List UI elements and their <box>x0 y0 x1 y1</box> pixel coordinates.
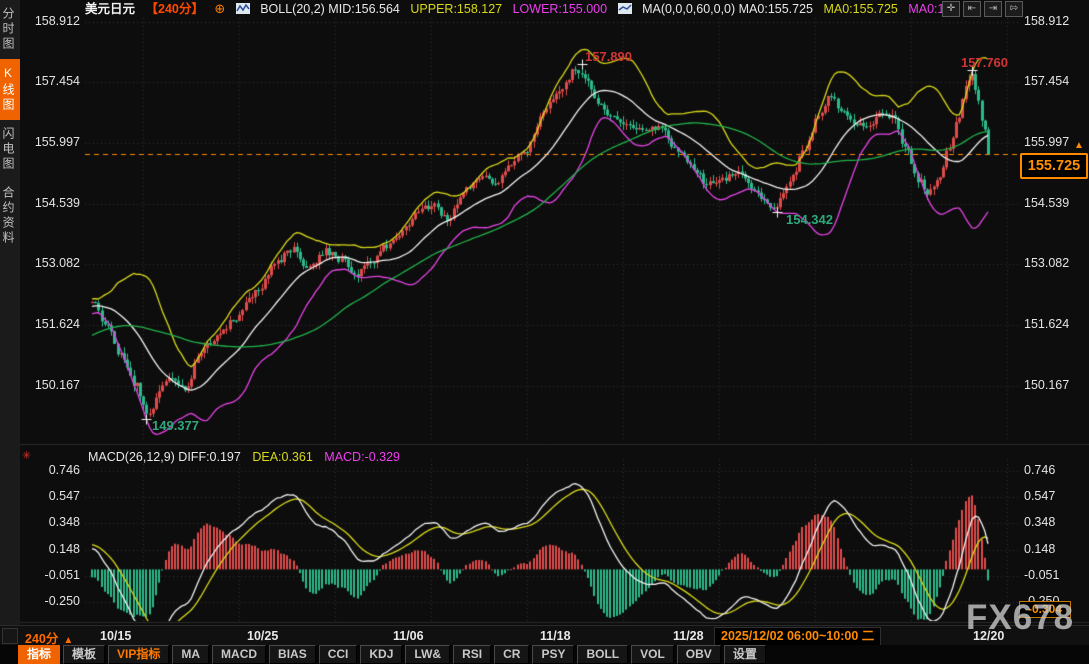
date-label: 11/28 <box>673 629 704 643</box>
ma-values: MA(0,0,0,60,0,0) MA0:155.725 <box>642 2 813 16</box>
time-axis-bar: 240分 ▲ 2025/12/02 06:00~10:00 二 10/15 10/2… <box>0 625 1089 646</box>
macd-axis-label-left: 0.148 <box>48 541 80 556</box>
toolbar-button-macd[interactable]: MACD <box>212 645 267 664</box>
toolbar-button-psy[interactable]: PSY <box>532 645 575 664</box>
toolbar-button-boll[interactable]: BOLL <box>577 645 629 664</box>
price-axis-label-left: 150.167 <box>34 377 80 392</box>
current-macd-tag: -0.304 <box>1019 601 1071 618</box>
timeframe-indicator[interactable]: 240分 ▲ <box>25 628 73 647</box>
toolbar-button-ma[interactable]: MA <box>172 645 210 664</box>
macd-axis-label-right: 0.746 <box>1024 463 1056 477</box>
toolbar-button-templates[interactable]: 模板 <box>63 645 106 664</box>
macd-alert-icon[interactable]: ✳ <box>22 450 32 462</box>
indicator-header: 美元日元 【240分】 ⊕ BOLL(20,2) MID:156.564 UPP… <box>85 1 951 17</box>
price-axis-label-left: 158.912 <box>34 13 80 28</box>
price-axis-label-right: 151.624 <box>1024 317 1070 332</box>
macd-axis-label-left: -0.051 <box>44 568 80 583</box>
price-marker-icon: ▲ <box>1074 140 1084 151</box>
add-indicator-icon[interactable]: ⊕ <box>214 1 226 16</box>
macd-axis-label-right: 0.547 <box>1024 489 1056 504</box>
price-axis-label-left: 157.454 <box>34 74 80 89</box>
period-label[interactable]: 【240分】 <box>145 2 204 16</box>
price-axis-label-left: 151.624 <box>34 317 80 332</box>
high-annotation-1: 157.890 <box>585 49 632 64</box>
chart-type-sidebar: 分时图 K线图 闪电图 合约资料 <box>0 0 20 625</box>
collapse-arrow-icon[interactable]: ▲ <box>63 635 74 646</box>
chart-tool-icons: ✛ ⇤ ⇥ ⇰ <box>942 1 1023 17</box>
price-axis-label-right: 157.454 <box>1024 74 1070 89</box>
boll-lower-value: LOWER:155.000 <box>512 2 608 16</box>
timeframe-label: 240分 <box>25 632 59 646</box>
toolbar-button-cr[interactable]: CR <box>494 645 530 664</box>
macd-axis-label-left: 0.746 <box>48 463 80 477</box>
high-annotation-2: 157.760 <box>961 55 1008 70</box>
toolbar-button-indicators[interactable]: 指标 <box>18 645 61 664</box>
crosshair-icon[interactable]: ✛ <box>942 1 960 17</box>
ma0-yellow-value: MA0:155.725 <box>823 2 898 16</box>
toolbar-button-vip-indicators[interactable]: VIP指标 <box>108 645 170 664</box>
price-axis-label-left: 154.539 <box>34 195 80 210</box>
toolbar-button-settings[interactable]: 设置 <box>723 645 766 664</box>
ma-indicator-icon[interactable] <box>617 2 632 14</box>
candle-date-tooltip: 2025/12/02 06:00~10:00 二 <box>714 627 882 646</box>
macd-axis-label-right: 0.148 <box>1024 541 1056 556</box>
sidebar-item-time-chart[interactable]: 分时图 <box>1 7 15 52</box>
macd-header: MACD(26,12,9) DIFF:0.197 DEA:0.361 MACD:… <box>88 450 408 464</box>
macd-axis-label-right: -0.051 <box>1024 568 1060 583</box>
toolbar-button-vol[interactable]: VOL <box>631 645 674 664</box>
current-price-tag: 155.725 <box>1020 153 1088 179</box>
price-axis-label-left: 153.082 <box>34 256 80 271</box>
boll-upper-value: UPPER:158.127 <box>410 2 503 16</box>
price-axis-label-right: 154.539 <box>1024 195 1070 210</box>
compress-chart-icon[interactable]: ⇤ <box>963 1 981 17</box>
toolbar-button-bias[interactable]: BIAS <box>269 645 316 664</box>
sidebar-item-lightning-chart[interactable]: 闪电图 <box>1 127 15 172</box>
boll-indicator-icon[interactable] <box>235 2 250 14</box>
macd-dea-value: DEA:0.361 <box>252 450 313 464</box>
macd-axis-label-left: 0.547 <box>48 489 80 504</box>
date-label: 10/25 <box>247 629 279 643</box>
symbol-name: 美元日元 <box>85 2 136 16</box>
macd-value: MACD:-0.329 <box>324 450 401 464</box>
toolbar-button-kdj[interactable]: KDJ <box>360 645 403 664</box>
toolbar-button-rsi[interactable]: RSI <box>453 645 492 664</box>
pan-right-icon[interactable]: ⇰ <box>1005 1 1023 17</box>
sidebar-item-kline-chart[interactable]: K线图 <box>0 59 20 120</box>
expand-chart-icon[interactable]: ⇥ <box>984 1 1002 17</box>
price-axis-label-left: 155.997 <box>34 135 80 149</box>
price-axis-label-right: 153.082 <box>1024 256 1070 271</box>
date-label: 11/18 <box>540 629 571 643</box>
date-label: 11/06 <box>393 629 424 643</box>
price-axis-label-right: 158.912 <box>1024 13 1070 28</box>
toolbar-button-cci[interactable]: CCI <box>318 645 358 664</box>
date-label: 10/15 <box>100 629 132 643</box>
macd-diff-value: MACD(26,12,9) DIFF:0.197 <box>88 450 241 464</box>
price-axis-label-right: 155.997 <box>1024 135 1070 149</box>
date-label: 12/20 <box>973 629 1005 643</box>
price-axis-label-right: 150.167 <box>1024 377 1070 392</box>
low-annotation-1: 149.377 <box>152 418 199 433</box>
sidebar-item-contract-info[interactable]: 合约资料 <box>1 186 15 246</box>
indicator-toolbar: 指标 模板 VIP指标 MA MACD BIAS CCI KDJ LW& RSI CR PSY BOLL… <box>0 645 1089 664</box>
macd-axis-label-left: -0.250 <box>44 594 80 609</box>
corner-box <box>2 628 18 644</box>
macd-axis-label-right: 0.348 <box>1024 515 1056 530</box>
low-annotation-2: 154.342 <box>786 212 833 227</box>
ma0-magenta-value: MA0:1 <box>908 2 945 16</box>
boll-values: BOLL(20,2) MID:156.564 <box>260 2 400 16</box>
macd-axis-label-left: 0.348 <box>48 515 80 530</box>
toolbar-button-lw[interactable]: LW& <box>405 645 451 664</box>
toolbar-button-obv[interactable]: OBV <box>676 645 721 664</box>
